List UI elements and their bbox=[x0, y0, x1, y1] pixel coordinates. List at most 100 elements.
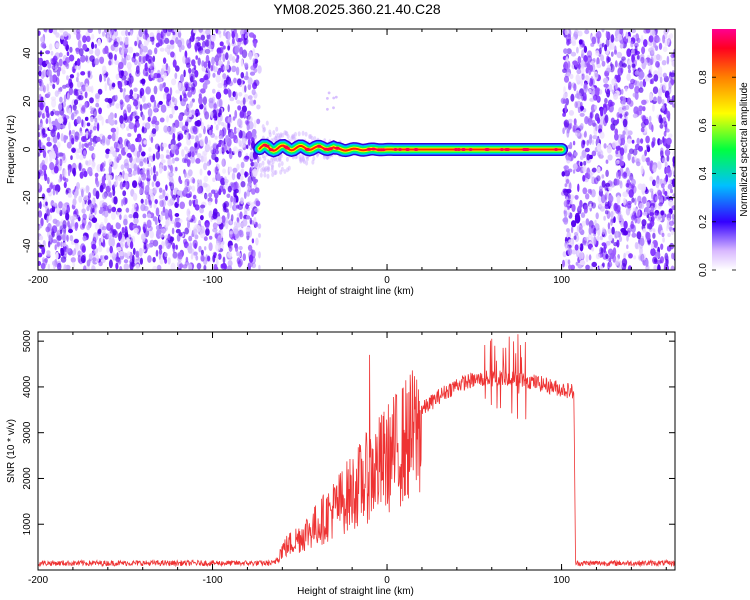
noise-cell bbox=[187, 185, 193, 190]
noise-cell bbox=[156, 32, 161, 41]
noise-cell bbox=[666, 137, 672, 145]
noise-cell bbox=[77, 88, 83, 94]
noise-cell bbox=[661, 232, 665, 238]
noise-cell bbox=[38, 132, 41, 138]
noise-cell bbox=[118, 250, 124, 257]
noise-cell bbox=[41, 164, 48, 171]
noise-cell bbox=[200, 215, 204, 221]
noise-cell bbox=[595, 30, 602, 40]
noise-cell bbox=[56, 235, 62, 241]
noise-cell bbox=[616, 112, 620, 119]
noise-cell bbox=[187, 91, 193, 98]
noise-cell bbox=[127, 107, 131, 113]
noise-cell bbox=[143, 242, 147, 250]
noise-cell bbox=[42, 145, 46, 154]
noise-cell bbox=[105, 153, 109, 159]
signal-halo-cell bbox=[272, 137, 276, 143]
noise-cell bbox=[620, 137, 626, 146]
noise-cell bbox=[563, 165, 569, 170]
noise-cell bbox=[605, 182, 611, 187]
noise-cell bbox=[66, 75, 69, 81]
noise-cell bbox=[243, 29, 249, 36]
noise-cell bbox=[634, 85, 640, 94]
noise-cell bbox=[649, 176, 654, 182]
noise-cell bbox=[136, 150, 141, 159]
noise-cell bbox=[603, 107, 607, 115]
noise-cell bbox=[147, 49, 153, 56]
noise-cell bbox=[203, 175, 209, 183]
noise-cell bbox=[72, 104, 77, 111]
noise-cell bbox=[159, 117, 165, 123]
noise-cell bbox=[89, 137, 94, 143]
noise-cell bbox=[172, 59, 177, 68]
noise-cell bbox=[606, 144, 612, 154]
noise-cell bbox=[54, 118, 59, 126]
noise-cell bbox=[596, 137, 600, 145]
noise-cell bbox=[194, 146, 198, 154]
noise-cell bbox=[590, 112, 593, 119]
noise-cell bbox=[146, 219, 152, 229]
noise-cell bbox=[604, 210, 609, 215]
spectrogram-xlabel: Height of straight line (km) bbox=[297, 286, 414, 297]
signal-halo-cell bbox=[298, 156, 302, 162]
noise-cell bbox=[217, 60, 224, 67]
noise-cell bbox=[132, 180, 138, 189]
noise-cell bbox=[78, 141, 82, 150]
noise-cell bbox=[38, 210, 43, 218]
noise-cell bbox=[584, 130, 587, 137]
noise-cell bbox=[585, 264, 590, 270]
noise-cell bbox=[196, 153, 202, 159]
signal-hotspot bbox=[460, 148, 466, 151]
noise-cell bbox=[570, 36, 576, 45]
noise-cell bbox=[142, 67, 149, 77]
noise-cell bbox=[636, 137, 640, 145]
noise-cell bbox=[41, 128, 46, 135]
noise-cell bbox=[577, 183, 580, 192]
noise-cell bbox=[153, 203, 157, 209]
noise-cell bbox=[619, 147, 625, 156]
noise-cell bbox=[584, 147, 590, 153]
noise-cell bbox=[71, 147, 76, 153]
noise-cell bbox=[39, 170, 45, 177]
noise-cell bbox=[117, 207, 122, 213]
noise-cell bbox=[579, 259, 586, 266]
noise-cell bbox=[174, 213, 180, 217]
noise-cell bbox=[82, 199, 85, 209]
noise-cell bbox=[171, 227, 175, 235]
noise-cell bbox=[130, 262, 136, 267]
signal-halo-cell bbox=[284, 130, 288, 136]
noise-cell bbox=[667, 183, 673, 190]
noise-cell bbox=[202, 48, 206, 55]
noise-cell bbox=[242, 253, 246, 261]
noise-cell bbox=[567, 118, 573, 124]
noise-cell bbox=[187, 103, 193, 109]
noise-cell bbox=[186, 62, 191, 68]
noise-cell bbox=[187, 245, 193, 254]
noise-cell bbox=[565, 33, 572, 43]
noise-cell bbox=[235, 137, 239, 144]
noise-cell bbox=[620, 88, 624, 95]
noise-cell bbox=[120, 164, 125, 171]
signal-halo-cell bbox=[286, 134, 290, 140]
noise-cell bbox=[66, 204, 70, 214]
noise-cell bbox=[187, 220, 190, 229]
noise-cell bbox=[178, 232, 183, 237]
noise-cell bbox=[175, 244, 178, 250]
noise-cell bbox=[234, 188, 239, 194]
noise-cell bbox=[159, 199, 164, 208]
noise-cell bbox=[184, 181, 188, 188]
noise-cell bbox=[192, 33, 195, 41]
noise-cell bbox=[50, 110, 54, 117]
noise-cell bbox=[599, 131, 605, 139]
noise-cell bbox=[223, 88, 229, 95]
noise-cell bbox=[591, 150, 597, 157]
noise-cell bbox=[62, 242, 67, 247]
noise-cell bbox=[237, 150, 242, 158]
noise-cell bbox=[628, 82, 635, 90]
noise-cell bbox=[58, 178, 61, 183]
noise-cell bbox=[572, 163, 578, 170]
noise-cell bbox=[193, 228, 198, 236]
noise-cell bbox=[600, 194, 606, 204]
noise-cell bbox=[106, 247, 110, 254]
noise-cell bbox=[88, 203, 93, 208]
